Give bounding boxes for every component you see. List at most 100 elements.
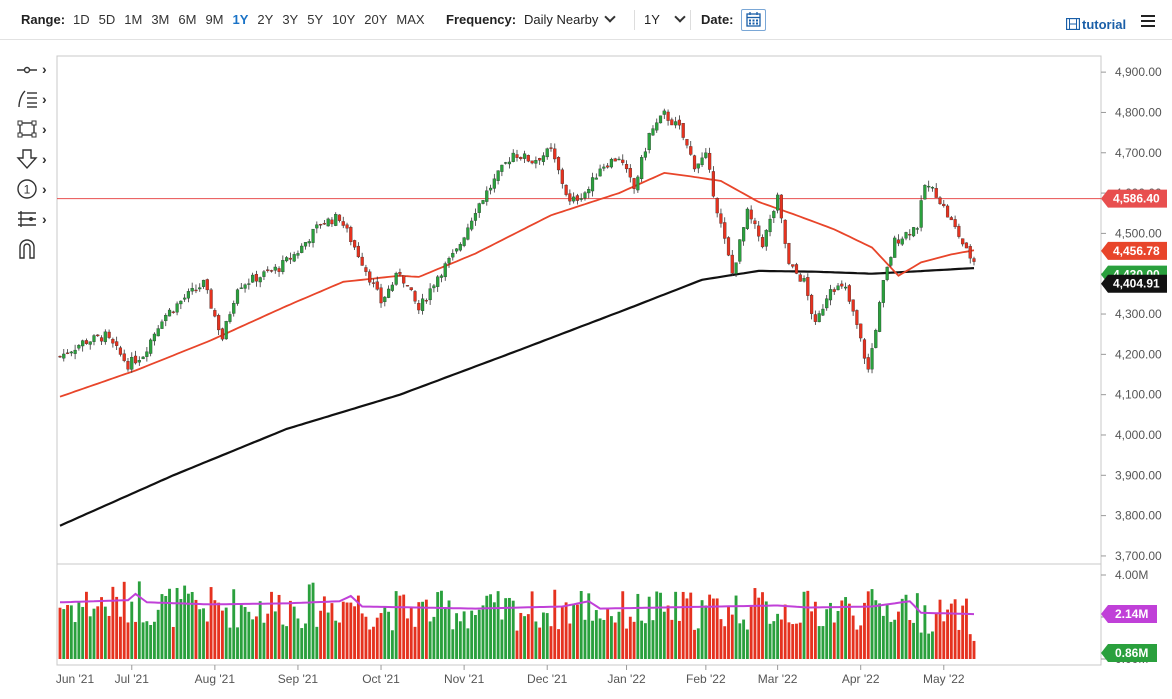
- period-dropdown[interactable]: 1Y: [644, 11, 686, 28]
- candle-body: [319, 224, 323, 226]
- fibonacci-tool-button[interactable]: ›: [16, 88, 54, 110]
- volume-bar: [390, 630, 394, 659]
- price-tick-label: 3,700.00: [1115, 549, 1162, 563]
- candle-body: [628, 168, 632, 178]
- candle-body: [734, 262, 738, 274]
- range-button-10y[interactable]: 10Y: [332, 12, 356, 27]
- range-button-2y[interactable]: 2Y: [257, 12, 274, 27]
- volume-bar: [455, 613, 459, 659]
- candle-body: [387, 288, 391, 298]
- volume-bar: [504, 598, 508, 659]
- volume-bar: [662, 611, 666, 659]
- volume-bar: [213, 600, 217, 659]
- volume-bar: [368, 629, 372, 659]
- volume-bar: [931, 631, 934, 659]
- volume-bar: [417, 602, 421, 659]
- range-button-1y[interactable]: 1Y: [232, 12, 249, 27]
- period-value: 1Y: [644, 12, 660, 27]
- volume-bar: [421, 601, 425, 659]
- volume-bar: [938, 599, 942, 659]
- volume-bar: [859, 625, 863, 659]
- tutorial-link[interactable]: tutorial: [1065, 17, 1126, 32]
- volume-bar: [749, 606, 753, 659]
- candle-body: [911, 227, 916, 237]
- candle-body: [930, 187, 935, 189]
- volume-bar: [666, 605, 670, 659]
- candle-body: [590, 177, 595, 192]
- candle-body: [692, 155, 697, 170]
- time-tick-label: Nov '21: [444, 672, 485, 686]
- range-button-3m[interactable]: 3M: [151, 12, 170, 27]
- candle-body: [454, 248, 459, 252]
- candle-body: [534, 160, 538, 164]
- volume-bar: [118, 616, 122, 659]
- volume-bar: [745, 629, 749, 659]
- candle-body: [817, 313, 821, 323]
- candle-body: [262, 271, 266, 277]
- candle-body: [258, 277, 262, 283]
- candle-body: [137, 360, 141, 363]
- time-tick-label: May '22: [923, 672, 965, 686]
- volume-bar: [965, 598, 968, 659]
- volume-bar: [742, 619, 746, 659]
- candle-body: [428, 288, 432, 301]
- candle-body: [662, 110, 666, 115]
- pattern-tool-button[interactable]: ›: [16, 208, 54, 230]
- arrow-tool-button[interactable]: ›: [16, 148, 54, 170]
- candle-body: [126, 361, 130, 370]
- hamburger-menu-icon[interactable]: [1141, 15, 1155, 30]
- candle-body: [768, 218, 772, 233]
- volume-bar: [107, 615, 111, 659]
- shape-tool-button[interactable]: ›: [16, 118, 54, 140]
- volume-bar: [972, 640, 976, 659]
- candle-body: [776, 194, 780, 211]
- candle-body: [152, 333, 157, 342]
- volume-bar: [500, 619, 504, 659]
- volume-bar: [262, 622, 266, 659]
- volume-bar: [168, 588, 171, 659]
- range-button-20y[interactable]: 20Y: [364, 12, 388, 27]
- date-picker-button[interactable]: [741, 9, 766, 31]
- moving-average-200: [59, 267, 975, 527]
- candle-body: [538, 158, 542, 161]
- frequency-dropdown[interactable]: Daily Nearby: [524, 11, 617, 28]
- candle-body: [719, 213, 723, 224]
- volume-bar: [542, 612, 545, 659]
- candle-body: [186, 291, 190, 299]
- chevron-right-icon: ›: [42, 211, 47, 227]
- price-chart[interactable]: 4,900.004,800.004,700.004,600.004,500.00…: [0, 40, 1172, 699]
- line-tool-button[interactable]: ›: [16, 58, 54, 80]
- candle-body: [322, 223, 326, 225]
- candle-body: [368, 271, 372, 283]
- volume-bar: [870, 589, 874, 659]
- candle-body: [957, 225, 961, 237]
- frequency-label: Frequency:: [446, 12, 517, 27]
- volume-bar: [58, 607, 62, 659]
- range-button-6m[interactable]: 6M: [178, 12, 197, 27]
- volume-bar: [251, 619, 255, 659]
- annotation-tool-button[interactable]: 1 ›: [16, 178, 54, 200]
- candle-body: [825, 298, 829, 309]
- volume-bar: [708, 594, 712, 659]
- candle-body: [149, 339, 153, 354]
- candle-body: [519, 157, 523, 160]
- candle-body: [115, 341, 119, 346]
- candle-body: [658, 115, 663, 124]
- range-button-3y[interactable]: 3Y: [282, 12, 299, 27]
- range-button-9m[interactable]: 9M: [205, 12, 224, 27]
- price-tag-shape: [1101, 241, 1167, 260]
- range-button-max[interactable]: MAX: [396, 12, 425, 27]
- candle-body: [81, 340, 85, 347]
- candle-body: [670, 119, 674, 126]
- magnet-tool-button[interactable]: [16, 238, 54, 260]
- volume-bar: [111, 586, 115, 659]
- range-button-1m[interactable]: 1M: [124, 12, 143, 27]
- candle-body: [934, 188, 938, 198]
- price-tag-label: 4,456.78: [1113, 244, 1160, 258]
- range-button-5d[interactable]: 5D: [98, 12, 116, 27]
- range-button-1d[interactable]: 1D: [73, 12, 90, 27]
- volume-bar: [693, 629, 696, 659]
- range-button-5y[interactable]: 5Y: [307, 12, 324, 27]
- candle-body: [349, 226, 353, 243]
- volume-bar: [141, 622, 145, 659]
